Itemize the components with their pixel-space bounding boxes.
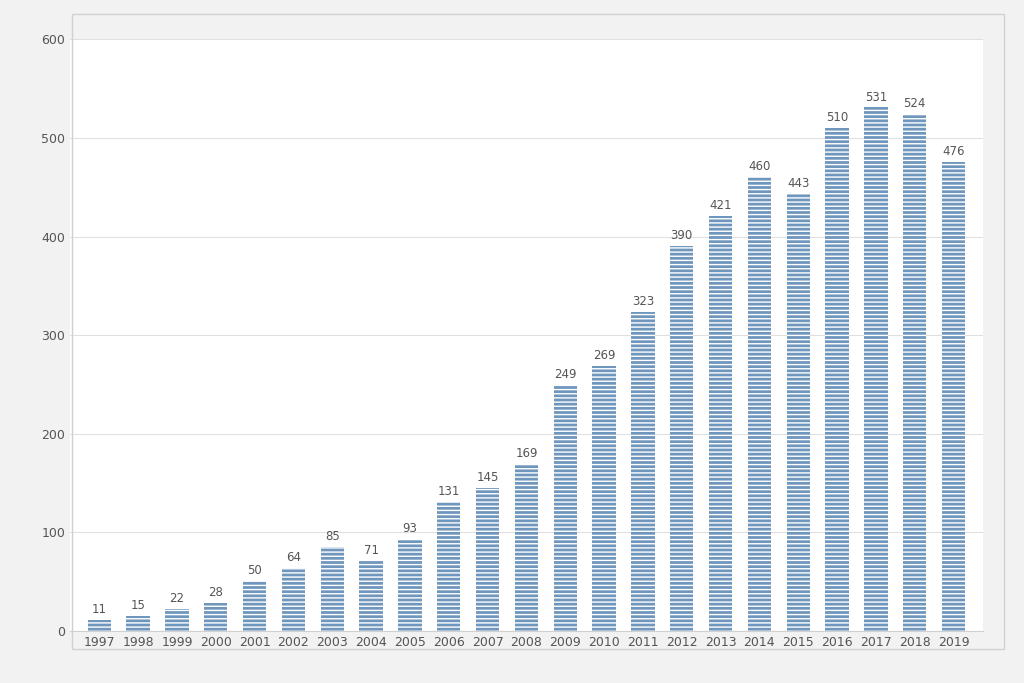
Text: 22: 22 — [169, 592, 184, 605]
Text: 390: 390 — [671, 229, 693, 242]
Bar — [709, 216, 732, 630]
Bar — [359, 561, 383, 630]
Bar — [204, 603, 227, 630]
Bar — [127, 616, 150, 630]
Bar — [437, 501, 461, 630]
Text: 531: 531 — [865, 91, 887, 104]
Text: 93: 93 — [402, 522, 418, 535]
Text: 11: 11 — [92, 603, 106, 616]
Text: 145: 145 — [476, 471, 499, 484]
Text: 421: 421 — [710, 199, 732, 212]
Bar — [903, 114, 927, 630]
Text: 169: 169 — [515, 447, 538, 460]
Bar — [825, 128, 849, 630]
Text: 50: 50 — [247, 564, 262, 577]
Bar — [748, 178, 771, 630]
Text: 71: 71 — [364, 544, 379, 557]
Text: 249: 249 — [554, 368, 577, 381]
Text: 131: 131 — [437, 485, 460, 498]
Bar — [165, 609, 188, 630]
Bar — [593, 365, 615, 630]
Bar — [476, 488, 500, 630]
Text: 443: 443 — [787, 177, 809, 191]
Text: 460: 460 — [749, 161, 771, 173]
Bar — [864, 107, 888, 630]
Text: 64: 64 — [286, 550, 301, 563]
Text: 524: 524 — [903, 98, 926, 111]
Bar — [515, 464, 538, 630]
Bar — [670, 247, 693, 630]
Text: 323: 323 — [632, 296, 654, 309]
Bar — [631, 312, 654, 630]
Text: 510: 510 — [826, 111, 848, 124]
Bar — [88, 619, 111, 630]
Text: 15: 15 — [131, 599, 145, 612]
Bar — [786, 194, 810, 630]
Bar — [398, 539, 422, 630]
Text: 476: 476 — [942, 145, 965, 158]
Bar — [243, 581, 266, 630]
Text: 269: 269 — [593, 348, 615, 362]
Bar — [321, 547, 344, 630]
Bar — [942, 162, 966, 630]
Text: 85: 85 — [325, 530, 340, 543]
Text: 28: 28 — [208, 586, 223, 599]
Bar — [554, 385, 577, 630]
Bar — [282, 568, 305, 630]
